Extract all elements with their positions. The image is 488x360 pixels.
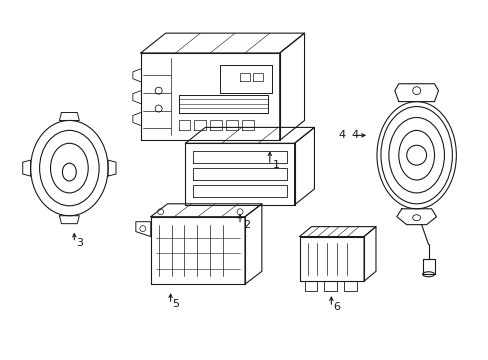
Text: 3: 3 <box>76 238 83 248</box>
Text: 6: 6 <box>333 302 340 312</box>
Text: 5: 5 <box>172 299 179 309</box>
Text: 1: 1 <box>272 160 279 170</box>
Text: 2: 2 <box>243 220 250 230</box>
Text: 4: 4 <box>338 130 345 140</box>
Text: 4: 4 <box>350 130 358 140</box>
